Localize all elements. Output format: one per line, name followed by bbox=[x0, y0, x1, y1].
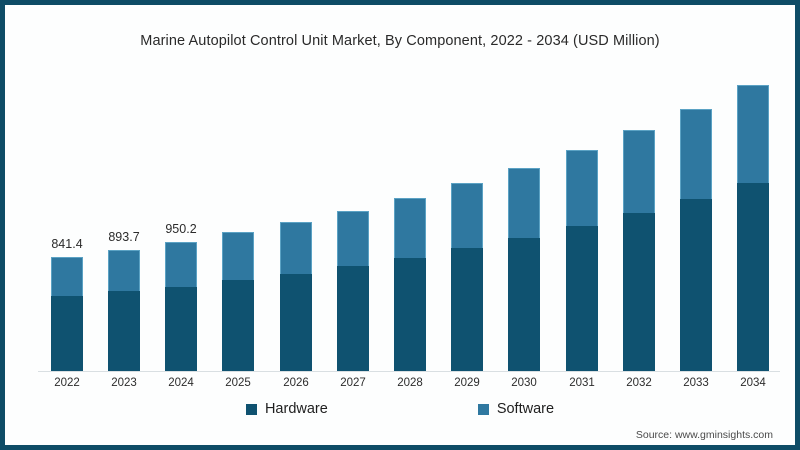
bar-group[interactable] bbox=[280, 222, 312, 372]
x-tick-label: 2026 bbox=[283, 377, 309, 389]
legend-swatch-software bbox=[477, 403, 489, 415]
bar-segment-software[interactable] bbox=[680, 109, 712, 199]
bar-segment-software[interactable] bbox=[165, 242, 197, 287]
x-tick-label: 2033 bbox=[683, 377, 709, 389]
source-attribution: Source: www.gminsights.com bbox=[635, 429, 773, 441]
x-tick-label: 2027 bbox=[340, 377, 366, 389]
x-tick-label: 2028 bbox=[397, 377, 423, 389]
bar-segment-software[interactable] bbox=[737, 85, 769, 183]
bar-segment-hardware[interactable] bbox=[222, 280, 254, 372]
bar-segment-software[interactable] bbox=[222, 232, 254, 280]
x-tick-label: 2032 bbox=[626, 377, 652, 389]
bar-group[interactable] bbox=[108, 250, 140, 372]
bar-segment-software[interactable] bbox=[51, 257, 83, 296]
bar-segment-hardware[interactable] bbox=[623, 213, 655, 372]
x-tick-label: 2031 bbox=[569, 377, 595, 389]
bar-segment-software[interactable] bbox=[508, 168, 540, 238]
bar-segment-software[interactable] bbox=[108, 250, 140, 291]
x-axis-line bbox=[38, 371, 780, 372]
x-tick-label: 2029 bbox=[454, 377, 480, 389]
legend-label-hardware: Hardware bbox=[264, 401, 328, 417]
bar-group[interactable] bbox=[51, 257, 83, 372]
bar-segment-hardware[interactable] bbox=[737, 183, 769, 372]
bar-group[interactable] bbox=[623, 130, 655, 372]
chart-title: Marine Autopilot Control Unit Market, By… bbox=[140, 33, 660, 49]
x-tick-label: 2023 bbox=[111, 377, 137, 389]
bar-segment-software[interactable] bbox=[566, 150, 598, 226]
legend-item-software[interactable]: Software bbox=[477, 401, 555, 417]
bar-group[interactable] bbox=[222, 232, 254, 372]
x-tick-label: 2030 bbox=[511, 377, 537, 389]
bar-group[interactable] bbox=[165, 242, 197, 372]
chart-legend: Hardware Software bbox=[5, 401, 795, 417]
legend-swatch-hardware bbox=[245, 403, 257, 415]
bar-group[interactable] bbox=[394, 198, 426, 372]
bar-group[interactable] bbox=[566, 150, 598, 372]
plot-area: 841.4 893.7 950.2 bbox=[38, 67, 782, 372]
chart-canvas: Marine Autopilot Control Unit Market, By… bbox=[5, 5, 795, 445]
bar-segment-hardware[interactable] bbox=[680, 199, 712, 372]
bar-group[interactable] bbox=[337, 211, 369, 372]
bar-segment-hardware[interactable] bbox=[451, 248, 483, 372]
bar-segment-software[interactable] bbox=[280, 222, 312, 274]
legend-item-hardware[interactable]: Hardware bbox=[245, 401, 328, 417]
bar-segment-software[interactable] bbox=[451, 183, 483, 248]
bar-segment-hardware[interactable] bbox=[165, 287, 197, 372]
bar-segment-hardware[interactable] bbox=[280, 274, 312, 372]
legend-label-software: Software bbox=[496, 401, 555, 417]
bar-segment-software[interactable] bbox=[337, 211, 369, 266]
x-tick-label: 2022 bbox=[54, 377, 80, 389]
bar-segment-software[interactable] bbox=[623, 130, 655, 213]
bar-segment-hardware[interactable] bbox=[337, 266, 369, 372]
bar-value-label: 950.2 bbox=[165, 222, 197, 236]
bar-segment-software[interactable] bbox=[394, 198, 426, 258]
bar-value-label: 841.4 bbox=[51, 237, 83, 251]
x-tick-label: 2024 bbox=[168, 377, 194, 389]
bar-segment-hardware[interactable] bbox=[566, 226, 598, 372]
x-tick-label: 2034 bbox=[740, 377, 766, 389]
bar-value-label: 893.7 bbox=[108, 230, 140, 244]
bar-group[interactable] bbox=[680, 109, 712, 372]
bar-segment-hardware[interactable] bbox=[108, 291, 140, 372]
bar-segment-hardware[interactable] bbox=[394, 258, 426, 372]
x-tick-label: 2025 bbox=[225, 377, 251, 389]
bar-segment-hardware[interactable] bbox=[51, 296, 83, 372]
bar-group[interactable] bbox=[737, 85, 769, 372]
bar-segment-hardware[interactable] bbox=[508, 238, 540, 372]
bar-group[interactable] bbox=[451, 183, 483, 372]
bar-group[interactable] bbox=[508, 168, 540, 372]
